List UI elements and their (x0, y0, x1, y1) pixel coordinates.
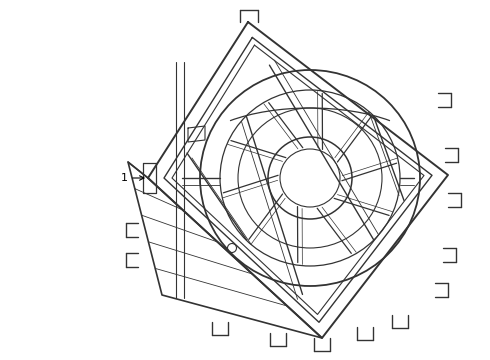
Text: 1: 1 (121, 173, 128, 183)
